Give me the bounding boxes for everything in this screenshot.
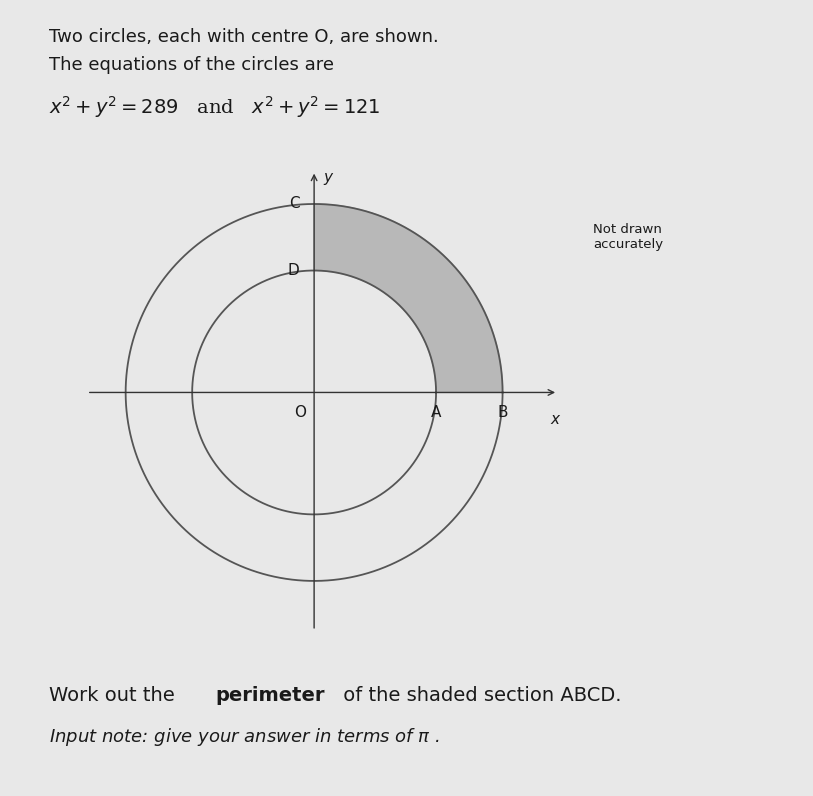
Text: $x^2+y^2=289$   and   $x^2+y^2=121$: $x^2+y^2=289$ and $x^2+y^2=121$ <box>49 94 380 120</box>
Text: of the shaded section ABCD.: of the shaded section ABCD. <box>337 686 622 705</box>
Text: C: C <box>289 197 300 212</box>
Text: O: O <box>293 405 306 420</box>
Text: B: B <box>498 405 508 420</box>
Text: Two circles, each with centre O, are shown.: Two circles, each with centre O, are sho… <box>49 28 438 46</box>
Text: $y$: $y$ <box>323 170 335 187</box>
Text: Input note: give your answer in terms of $\pi$ .: Input note: give your answer in terms of… <box>49 726 440 748</box>
Text: perimeter: perimeter <box>215 686 325 705</box>
Text: A: A <box>431 405 441 420</box>
Text: Not drawn
accurately: Not drawn accurately <box>593 223 663 251</box>
Text: $x$: $x$ <box>550 412 562 427</box>
Text: The equations of the circles are: The equations of the circles are <box>49 56 334 74</box>
Text: D: D <box>288 263 300 278</box>
Text: Work out the: Work out the <box>49 686 180 705</box>
Polygon shape <box>314 204 502 392</box>
